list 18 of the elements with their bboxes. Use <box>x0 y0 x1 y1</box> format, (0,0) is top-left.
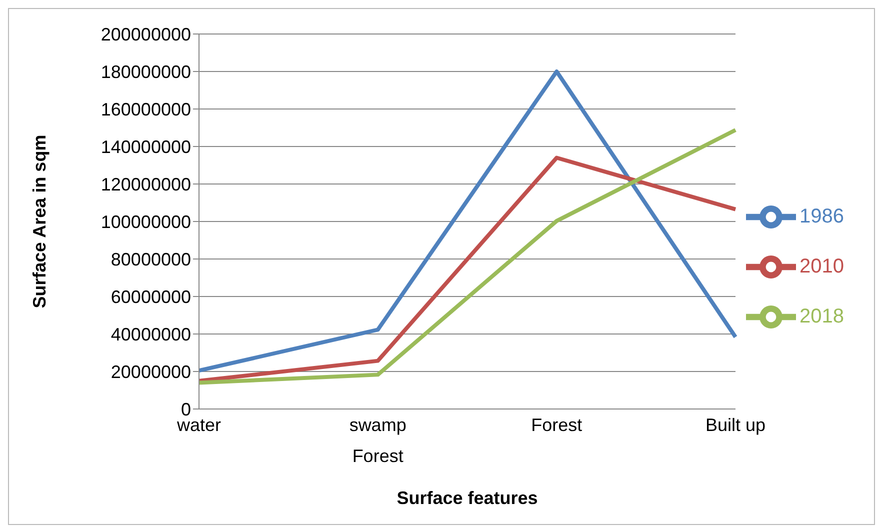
y-tick-label: 20000000 <box>110 362 191 382</box>
y-tick-label: 200000000 <box>100 24 191 44</box>
y-tick-label: 80000000 <box>110 249 191 270</box>
y-tick-label: 140000000 <box>100 136 191 157</box>
y-tick-label: 180000000 <box>100 62 191 82</box>
x-axis-title: Surface features <box>396 488 538 508</box>
y-tick-label: 40000000 <box>110 324 191 344</box>
x-tick-label: Forest <box>531 415 582 435</box>
x-tick-label: Built up <box>705 415 766 435</box>
y-tick-label: 100000000 <box>100 212 191 232</box>
y-tick-label: 160000000 <box>100 99 191 120</box>
y-tick-label: 120000000 <box>100 174 191 194</box>
legend-label: 2018 <box>800 304 844 327</box>
legend-label: 2010 <box>800 254 844 277</box>
legend-label: 1986 <box>800 204 844 227</box>
x-tick-label: swamp Forest <box>349 415 406 466</box>
y-axis-title: Surface Area in sqm <box>29 134 50 308</box>
y-tick-label: 60000000 <box>110 286 191 307</box>
